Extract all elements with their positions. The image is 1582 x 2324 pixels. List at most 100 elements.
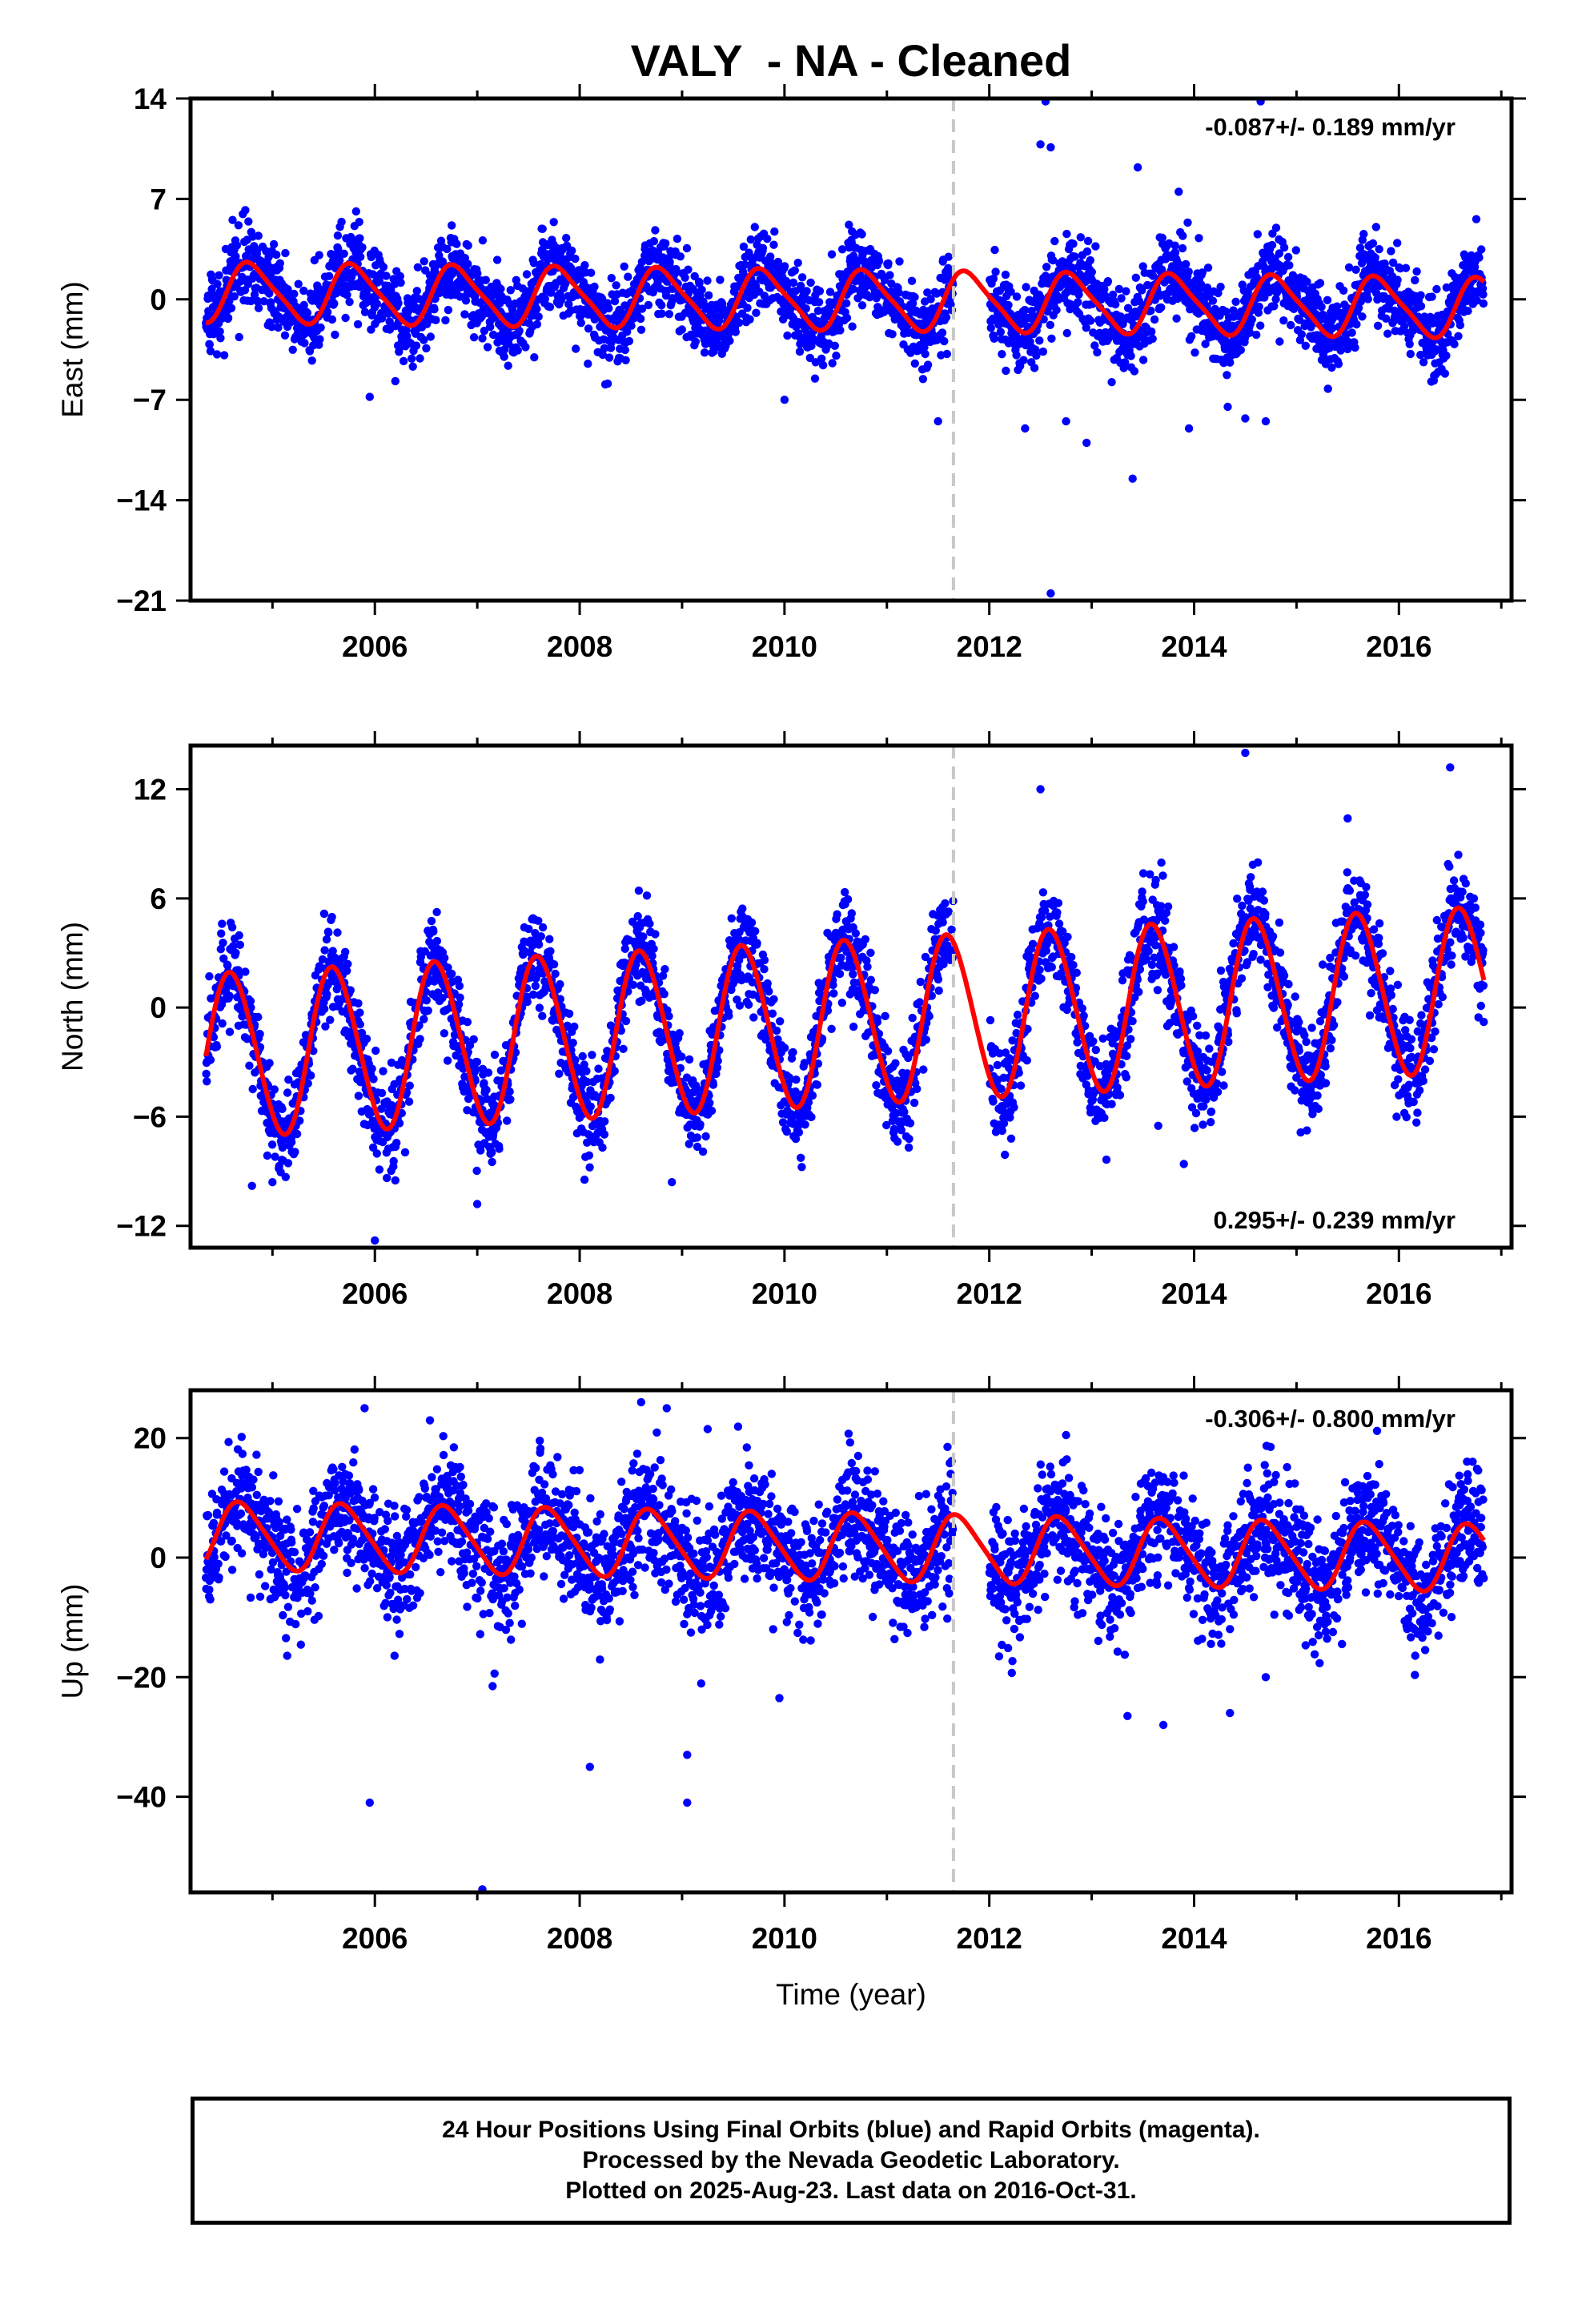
data-point <box>307 356 316 365</box>
data-point <box>486 322 495 332</box>
data-point <box>1368 239 1378 248</box>
data-point <box>1271 223 1281 232</box>
data-point <box>316 323 325 332</box>
outlier-point <box>1062 416 1070 426</box>
data-point <box>782 282 791 291</box>
data-point <box>620 262 628 271</box>
data-point <box>813 1080 821 1089</box>
outlier-point <box>391 376 400 386</box>
data-point <box>747 918 757 927</box>
data-point <box>426 332 435 341</box>
data-point <box>478 334 487 343</box>
data-point <box>413 263 423 271</box>
data-point <box>469 333 479 342</box>
data-point <box>705 1099 714 1108</box>
data-point <box>1454 332 1463 340</box>
data-point <box>1138 356 1148 364</box>
data-point <box>744 1000 753 1009</box>
data-point <box>505 1087 514 1096</box>
data-point <box>420 336 428 344</box>
data-point <box>482 1085 491 1095</box>
data-point <box>780 262 789 271</box>
data-point <box>202 1069 211 1079</box>
data-point <box>735 1001 745 1010</box>
data-point <box>814 298 824 307</box>
data-point <box>856 271 865 280</box>
data-point <box>534 312 543 321</box>
data-point <box>910 359 920 368</box>
data-point <box>660 990 669 999</box>
data-point <box>320 1004 329 1014</box>
data-point <box>1303 277 1311 286</box>
data-point <box>360 308 370 316</box>
data-point <box>698 1147 708 1156</box>
data-point <box>1107 378 1116 387</box>
data-point <box>215 271 223 279</box>
data-point <box>628 980 638 990</box>
data-point <box>472 1166 481 1176</box>
data-point <box>725 336 734 345</box>
data-point <box>598 1143 607 1152</box>
data-point <box>323 308 332 316</box>
data-point <box>254 304 263 312</box>
data-point <box>555 1069 564 1079</box>
data-point <box>225 991 234 1000</box>
data-point <box>1076 233 1086 242</box>
data-point <box>1372 288 1381 298</box>
data-point <box>203 1077 211 1086</box>
data-point <box>358 243 367 252</box>
data-point <box>1279 316 1288 325</box>
data-point <box>531 981 540 991</box>
y-axis-label: East (mm) <box>56 281 89 418</box>
data-point <box>205 972 214 981</box>
data-point <box>707 1106 717 1116</box>
data-point <box>488 1157 496 1167</box>
data-point <box>782 1127 791 1136</box>
data-point <box>649 237 659 246</box>
data-point <box>355 217 363 227</box>
data-point <box>1191 348 1199 357</box>
x-tick-label: 2006 <box>342 630 408 663</box>
data-point <box>1195 234 1203 243</box>
data-point <box>807 1112 816 1122</box>
data-point <box>392 1138 401 1148</box>
data-point <box>424 1006 432 1015</box>
data-point <box>283 1159 293 1168</box>
data-point <box>750 223 759 231</box>
data-point <box>1158 233 1167 243</box>
data-point <box>1363 295 1372 304</box>
data-point <box>367 1064 376 1073</box>
data-point <box>1104 334 1113 343</box>
data-point <box>405 1081 414 1090</box>
data-point <box>665 257 674 267</box>
data-point <box>588 1051 596 1059</box>
data-point <box>235 332 243 342</box>
data-point <box>290 289 299 299</box>
data-point <box>649 944 658 954</box>
data-point <box>685 1055 694 1064</box>
data-point <box>478 236 488 245</box>
data-point <box>1283 252 1293 262</box>
data-point <box>603 379 612 388</box>
data-point <box>432 316 440 324</box>
data-point <box>1315 279 1325 287</box>
data-point <box>1328 324 1337 332</box>
data-point <box>532 304 541 313</box>
data-point <box>218 1019 227 1028</box>
data-point <box>1285 261 1294 270</box>
data-point <box>1291 246 1301 255</box>
data-point <box>235 931 243 940</box>
data-point <box>427 916 436 926</box>
data-point <box>383 1173 391 1183</box>
data-point <box>265 1059 274 1068</box>
data-point <box>369 1075 378 1084</box>
data-point <box>241 206 250 215</box>
data-point <box>259 297 268 306</box>
data-point <box>1100 284 1109 294</box>
data-point <box>1093 348 1102 357</box>
data-point <box>1086 316 1095 325</box>
data-point <box>842 313 852 323</box>
data-point <box>1032 351 1041 360</box>
data-point <box>1254 308 1263 317</box>
